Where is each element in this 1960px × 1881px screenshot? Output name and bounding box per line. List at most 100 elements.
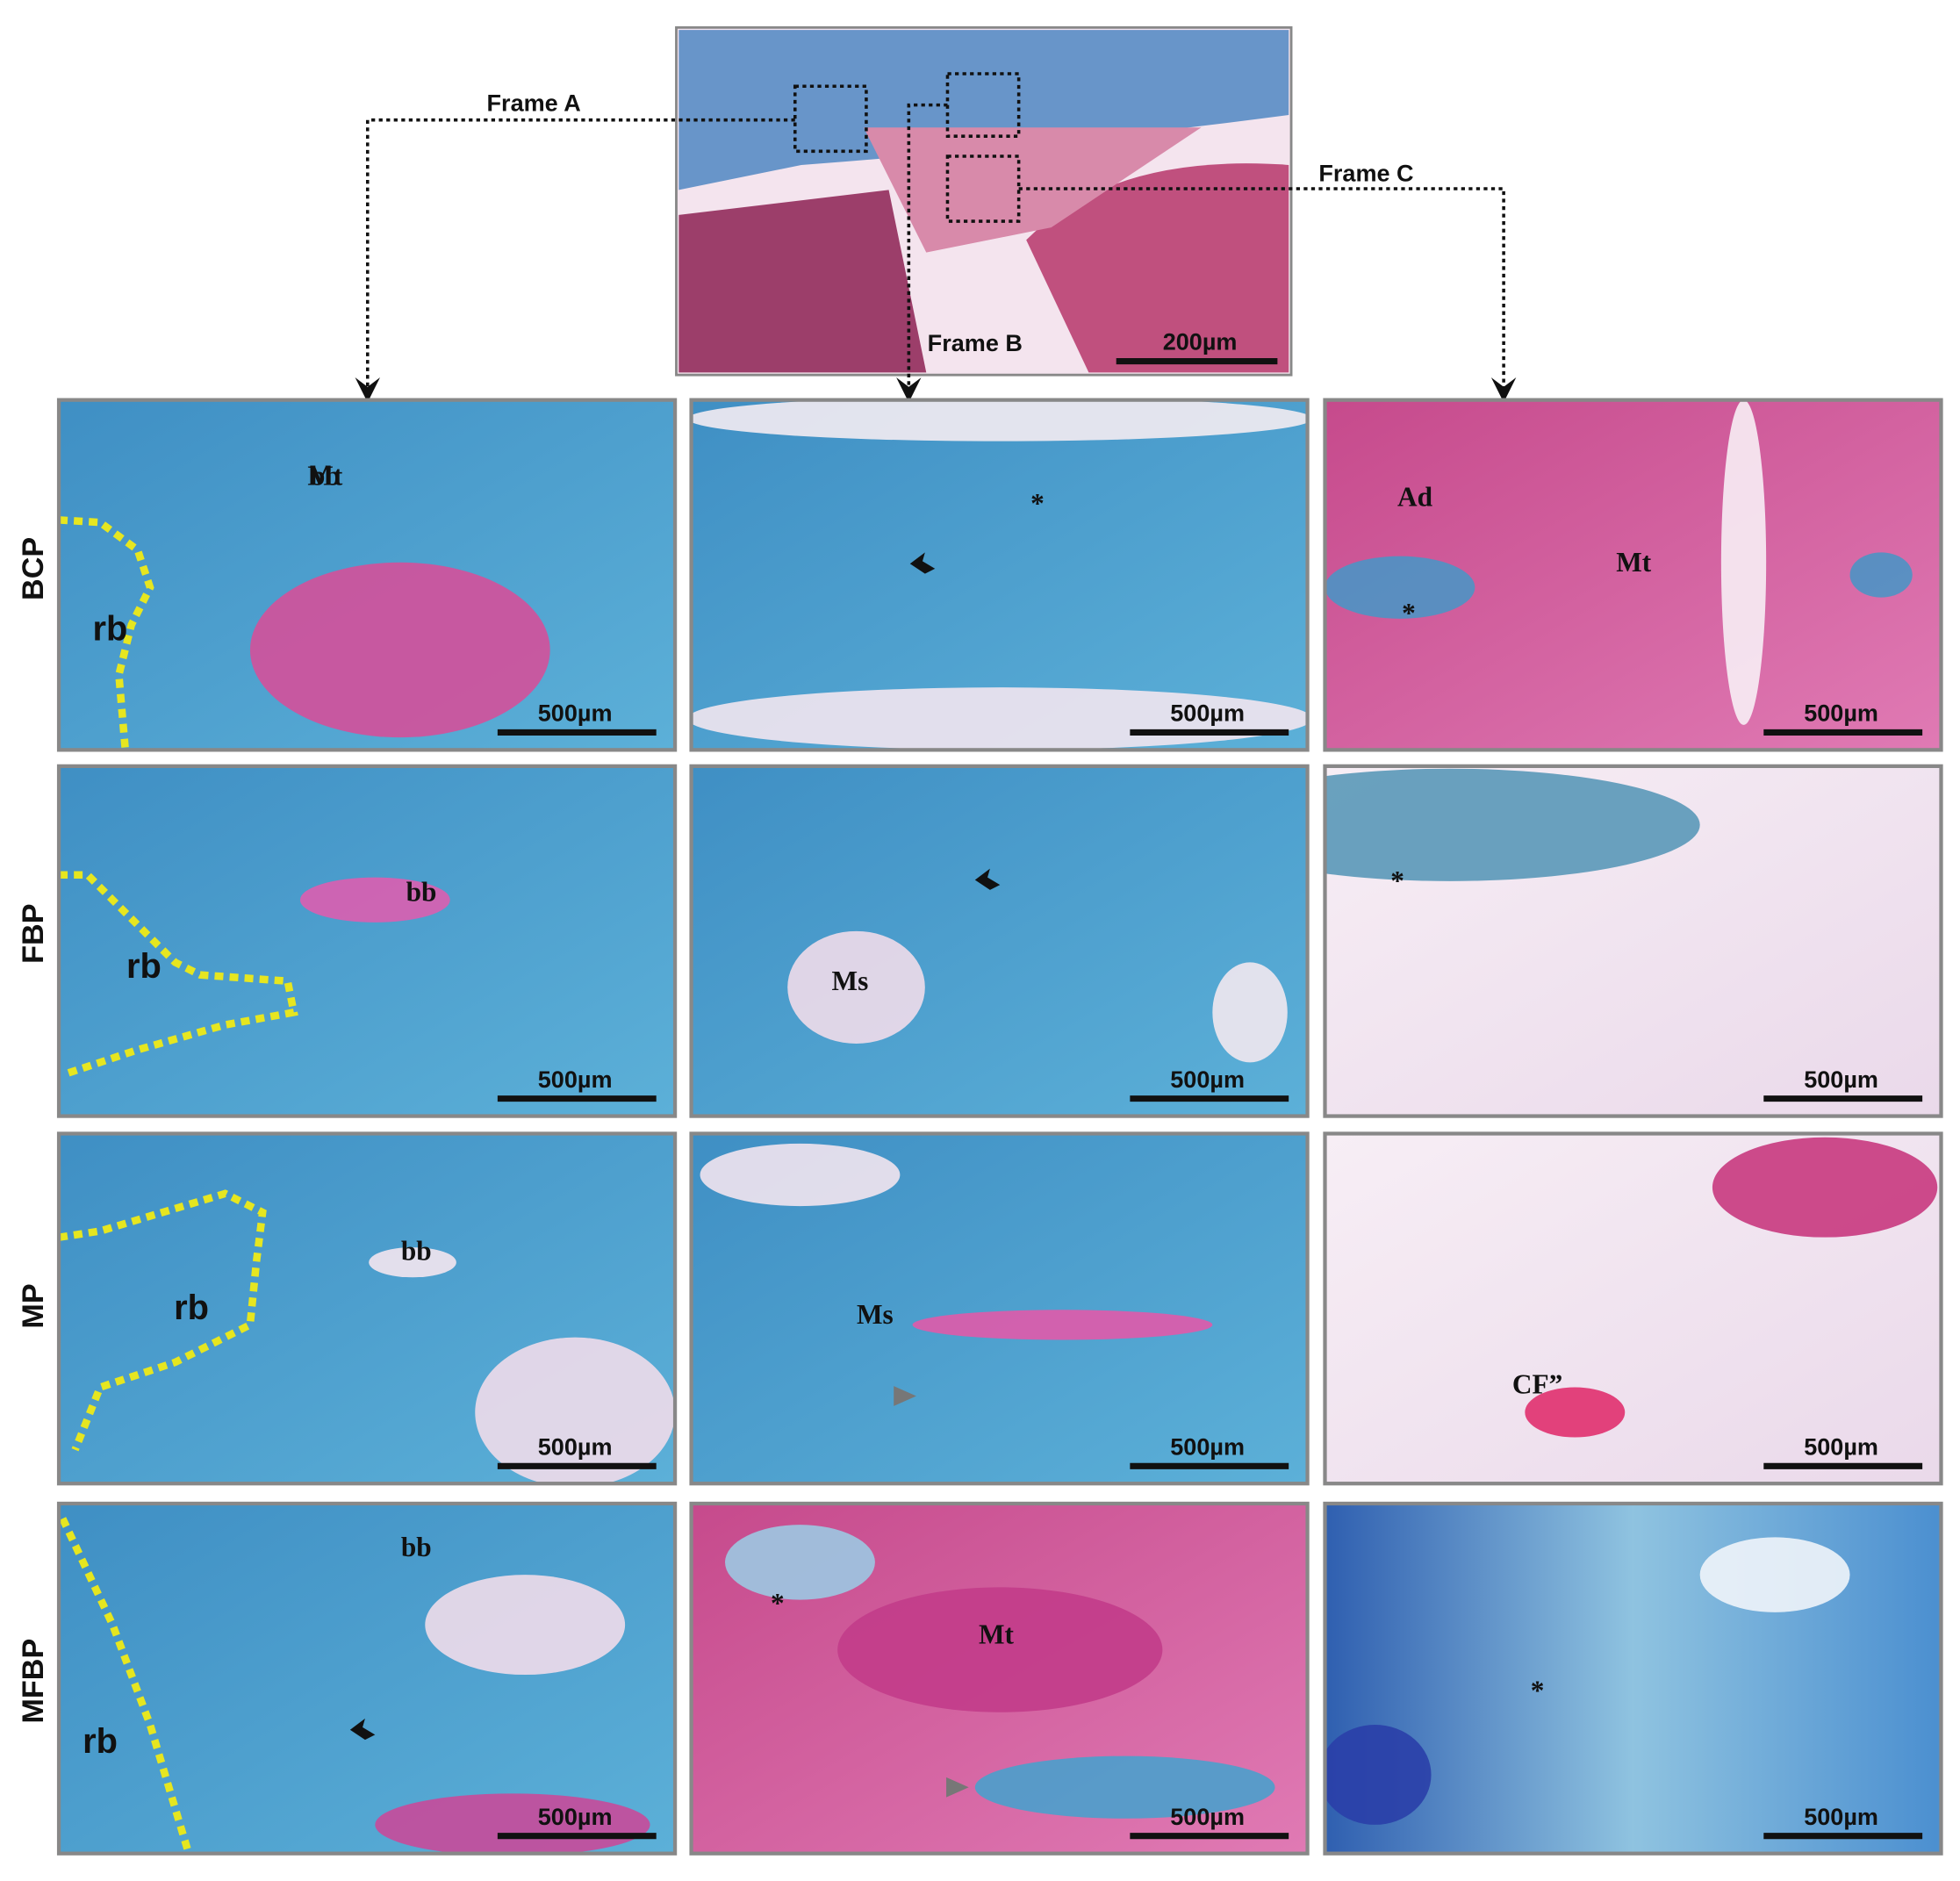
region-label: Ms [857,1299,894,1330]
arrow-marker [974,868,1001,890]
micrograph-panel: bb rb 500µm [56,1131,678,1486]
scale-bar-label: 500µm [1804,1433,1878,1460]
scale-bar-label: 500µm [1170,1433,1245,1460]
micrograph-panel: Ms 500µm [689,764,1310,1118]
tissue-region [691,399,1308,442]
frame-label: Frame A [487,90,581,117]
micrograph [691,765,1308,1116]
arrowhead-marker [894,1386,916,1406]
region-label: * [1030,488,1045,519]
tissue-region [475,1337,676,1484]
tissue [59,1189,676,1484]
region-label: Mt [307,461,343,492]
panel-border [1323,1131,1943,1486]
frame-box [945,154,1021,223]
tissue [1325,1537,1850,1825]
scale-bar-label: 500µm [538,1066,613,1093]
tissue-region [1525,1387,1626,1438]
tissue-region [1712,1137,1938,1238]
panel-border [689,398,1310,752]
tissue-region [1699,1537,1850,1612]
region-label: rb [83,1722,118,1761]
panel-border [56,1131,678,1486]
region-label: rb [174,1289,209,1327]
tissue-region [974,1755,1275,1819]
arrowhead-marker [946,1777,969,1798]
micrograph-panel: bb rb 500µm [56,764,678,1118]
region-label: * [1402,598,1416,628]
row-label: MP [17,1283,50,1328]
rb-boundary [59,516,154,748]
region-label: Ms [832,966,869,996]
panel-border [1323,1501,1943,1856]
tissue-region [837,1587,1163,1712]
micrograph-panel: * 500µm [689,398,1310,752]
micrograph-panel: Ms 500µm [689,1131,1310,1486]
frame-label: Frame C [1318,160,1413,186]
tissue-region [912,1310,1213,1340]
rb-boundary [59,1517,191,1851]
frame-connector [355,118,795,403]
tissue [59,516,550,748]
tissue [700,1143,1213,1340]
region-label: bb [310,461,341,492]
scale-bar-label: 500µm [1170,1804,1245,1830]
overview-bone [678,30,1289,190]
region-label: Mt [979,1619,1015,1650]
region-label: rb [126,947,162,986]
scale-bar-label: 500µm [1804,1804,1878,1830]
arrow-marker [349,1718,376,1741]
overview-marrow [678,190,927,373]
micrograph-panel: Ad Mt * 500µm [1323,398,1943,752]
region-label: * [1531,1676,1545,1706]
rb-boundary [59,871,298,1079]
scale-bar-label: 500µm [538,1433,613,1460]
scale-bar-label: 500µm [1804,700,1878,727]
region-label: Ad [1397,482,1433,513]
overview-marrow [1026,163,1289,373]
scale-bar-label: 200µm [1163,329,1238,355]
tissue [725,1525,1275,1819]
panel-border [689,764,1310,1118]
tissue [1525,1137,1938,1438]
tissue-region [1212,962,1288,1063]
panel-border [56,764,678,1118]
region-label: bb [401,1532,432,1562]
tissue-region [369,1247,456,1278]
tissue-region [1849,552,1913,598]
tissue [1325,399,1913,725]
micrograph [59,1503,676,1854]
row-label: MFBP [17,1639,50,1724]
row-label: FBP [17,904,50,964]
tissue [1325,768,1700,881]
tissue-region [1325,556,1475,619]
scale-bar-label: 500µm [538,700,613,727]
tissue [59,871,450,1079]
micrograph-panel: bb rb Mt 500µm [56,398,678,752]
scale-bar-label: 500µm [1170,700,1245,727]
micrograph-panel: bb rb 500µm [56,1501,678,1856]
scale-bar-label: 500µm [538,1804,613,1830]
region-label: bb [406,877,437,908]
region-label: * [1390,865,1404,896]
panel-border [689,1131,1310,1486]
tissue [787,930,1288,1063]
tissue-region [249,562,550,738]
tissue-region [700,1143,901,1207]
panel-border [689,1501,1310,1856]
row-label: BCP [17,537,50,600]
micrograph-panel: * Mt 500µm [689,1501,1310,1856]
tissue-region [1325,768,1700,881]
tissue-region [425,1575,626,1676]
scale-bar-label: 500µm [1804,1066,1878,1093]
panel-border [1323,398,1943,752]
region-label: * [771,1588,785,1619]
tissue-region [725,1525,875,1600]
region-label: rb [93,610,128,649]
scale-bar-label: 500µm [1170,1066,1245,1093]
panel-border [56,398,678,752]
micrograph-panel: CF” 500µm [1323,1131,1943,1486]
region-label: bb [401,1235,432,1266]
tissue-region [787,930,925,1044]
